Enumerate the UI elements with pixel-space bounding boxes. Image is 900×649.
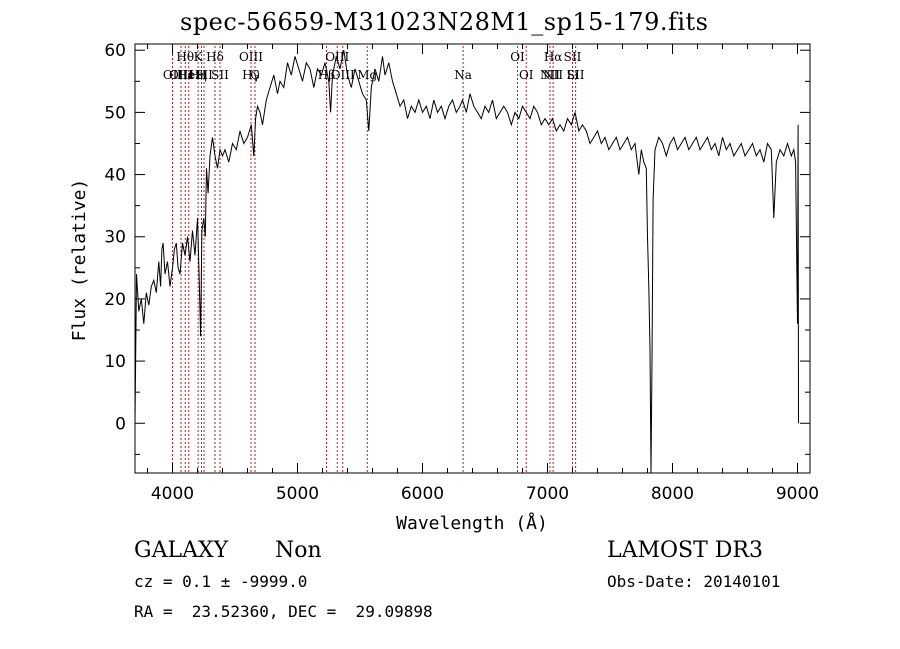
x-tick-label: 5000 [276, 484, 319, 504]
y-tick-label: 0 [115, 414, 126, 434]
x-tick-label: 8000 [651, 484, 694, 504]
line-marker-label: G [250, 68, 260, 82]
object-subclass: Non [275, 538, 322, 563]
line-marker-label: Hε [177, 68, 194, 82]
x-axis-label: Wavelength (Å) [396, 512, 548, 534]
line-marker-label: Hη [189, 68, 207, 82]
line-marker-label: NII [543, 68, 563, 82]
y-tick-label: 10 [104, 352, 126, 372]
line-marker-label: NII [540, 68, 560, 82]
line-marker-label: SII [564, 50, 582, 64]
y-tick-label: 50 [104, 103, 126, 123]
y-tick-label: 30 [104, 228, 126, 248]
y-axis-ticks: 0 10 20 30 40 50 60 [104, 41, 810, 455]
chart-title: spec-56659-M31023N28M1_sp15-179.fits [180, 8, 709, 36]
plot-frame [134, 43, 811, 474]
line-marker-label: OI [519, 68, 534, 82]
line-marker-label: Na [454, 68, 472, 82]
line-marker-label: Hθ [176, 50, 194, 64]
x-axis-ticks: 4000 5000 6000 7000 8000 9000 [147, 44, 819, 504]
line-marker-label: OIII [239, 50, 263, 64]
line-marker-label: OIII [169, 68, 193, 82]
line-marker-label: HeI [178, 68, 201, 82]
line-marker-label: Hγ [242, 68, 260, 82]
x-tick-label: 4000 [151, 484, 194, 504]
x-tick-label: 9000 [776, 484, 819, 504]
y-axis-label: Flux (relative) [69, 179, 90, 342]
line-markers [172, 46, 577, 473]
line-marker-label: OII [163, 68, 183, 82]
object-class: GALAXY [134, 538, 229, 563]
line-marker-label: Hδ [206, 50, 224, 64]
redshift-cz: cz = 0.1 ± -9999.0 [134, 572, 308, 591]
x-tick-label: 7000 [526, 484, 569, 504]
y-tick-label: 60 [104, 41, 126, 61]
line-marker-label: OIII [331, 68, 355, 82]
line-marker-label: H [196, 68, 206, 82]
line-marker-label: Mg [357, 68, 377, 82]
line-marker-label: SII [195, 68, 213, 82]
x-tick-label: 6000 [401, 484, 444, 504]
observation-date: Obs-Date: 20140101 [607, 572, 781, 591]
y-tick-label: 40 [104, 166, 126, 186]
ra-dec-coordinates: RA = 23.52360, DEC = 29.09898 [134, 602, 433, 621]
line-marker-label: K [194, 50, 204, 64]
line-marker-label: Li [567, 68, 579, 82]
survey-release: LAMOST DR3 [607, 538, 763, 563]
line-marker-label: SII [211, 68, 229, 82]
y-tick-label: 20 [104, 290, 126, 310]
line-marker-label: OI [510, 50, 525, 64]
spectrum-line [134, 50, 799, 474]
line-marker-label: SII [567, 68, 585, 82]
line-marker-label: Hα [544, 50, 563, 64]
